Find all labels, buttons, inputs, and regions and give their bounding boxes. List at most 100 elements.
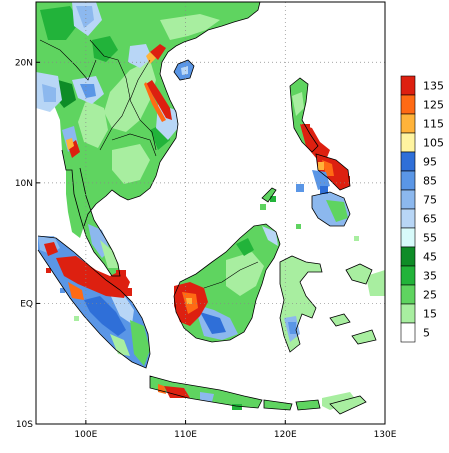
mainland-blue-patch	[128, 44, 152, 68]
north-vietnam-orange	[146, 52, 156, 64]
mainland-blue-patch	[76, 6, 94, 28]
mainland-southeast-asia	[36, 2, 260, 238]
colorbar-label: 45	[423, 251, 437, 264]
borneo-light	[226, 252, 264, 296]
moluccas	[346, 264, 372, 284]
sumatra-green	[130, 320, 150, 366]
colorbar-label: 25	[423, 289, 437, 302]
lon-tick-label: 100E	[74, 430, 97, 440]
sumatra-light	[108, 290, 134, 324]
colorbar: 135 125 115 105 95 85 75 65 55 45 35 25 15 5	[400, 75, 444, 343]
sumatra-coast	[37, 235, 151, 369]
sumatra-green	[110, 334, 130, 356]
borneo-deep-blue	[200, 312, 226, 334]
sunda-coast	[263, 399, 293, 411]
colorbar-swatch	[400, 208, 416, 229]
sunda-island	[264, 400, 292, 410]
malay-peninsula	[72, 168, 120, 276]
sumatra-red-cell	[124, 288, 132, 296]
lon-tick-label: 130E	[374, 430, 397, 440]
plot-frame	[35, 1, 386, 425]
colorbar-label: 75	[423, 194, 437, 207]
border-line	[129, 59, 157, 151]
luzon-coast	[289, 77, 319, 153]
peninsula-light	[100, 240, 118, 268]
colorbar-label: 125	[423, 99, 444, 112]
lat-tick-label: 20N	[15, 58, 33, 68]
colorbar-swatch	[400, 303, 416, 324]
borneo	[174, 224, 280, 342]
sumatra-red-cell	[110, 282, 118, 292]
timor-coast	[329, 395, 367, 415]
mainland-coast	[83, 1, 261, 227]
colorbar-swatch	[400, 284, 416, 305]
palawan	[262, 188, 276, 202]
moluccas-coast	[329, 313, 351, 327]
lon-tick-label: 120E	[274, 430, 297, 440]
visayas-blue	[312, 170, 330, 190]
vietnam-orange-band	[144, 82, 166, 122]
sunda-island	[322, 392, 356, 410]
colorbar-swatch	[400, 170, 416, 191]
sulawesi-deep-blue	[288, 322, 296, 334]
colorbar-swatch	[400, 246, 416, 267]
sumatra-deep-blue	[84, 296, 126, 336]
mainland-light-patch	[78, 100, 108, 148]
scattered-cells	[46, 196, 359, 410]
sumatra	[38, 236, 150, 368]
sunda-coast	[295, 399, 321, 411]
ph-red-cell	[302, 124, 310, 132]
mindanao-coast	[311, 191, 351, 227]
colorbar-label: 95	[423, 156, 437, 169]
moluccas-coast	[345, 263, 373, 285]
colorbar-swatch	[400, 227, 416, 248]
colorbar-swatch	[400, 132, 416, 153]
new-guinea-edge	[366, 270, 385, 296]
ph-blue-cell	[320, 186, 328, 194]
mainland-blue-patch	[80, 84, 96, 98]
border-line	[111, 133, 157, 157]
colorbar-swatch	[400, 75, 416, 96]
sunda-island	[296, 400, 320, 410]
sumatra-red-cell	[116, 270, 126, 282]
moluccas	[352, 330, 376, 344]
sumatra-north-red	[44, 242, 58, 256]
lon-tick-label: 110E	[174, 430, 197, 440]
moluccas-coast	[351, 329, 377, 345]
hainan-inner	[181, 66, 188, 75]
cell	[232, 404, 242, 410]
colorbar-label: 105	[423, 137, 444, 150]
cambodia-orange	[66, 138, 74, 150]
sulawesi-coast	[279, 255, 323, 353]
ph-blue-cell	[296, 184, 304, 192]
colorbar-swatch	[400, 189, 416, 210]
borneo-blue-coast	[262, 226, 278, 246]
mainland-light-patch	[104, 60, 156, 132]
lat-tick-label: EQ	[20, 299, 33, 309]
visayas-coast	[315, 153, 351, 191]
moluccas	[330, 314, 350, 326]
sulawesi	[280, 256, 385, 352]
colorbar-swatch	[400, 265, 416, 286]
mindanao-green	[326, 200, 348, 222]
colorbar-swatch	[400, 322, 416, 343]
colorbar-label: 15	[423, 308, 437, 321]
colorbar-label: 55	[423, 232, 437, 245]
vietnam-red-band	[146, 80, 172, 120]
colorbar-swatch	[400, 94, 416, 115]
lat-tick-label: 10N	[15, 179, 33, 189]
java	[150, 376, 366, 414]
cell	[60, 288, 65, 293]
borneo-coast	[173, 223, 281, 343]
borneo-border	[203, 261, 259, 289]
timor	[330, 396, 366, 414]
java-red	[164, 386, 190, 398]
ph-red-cell	[340, 176, 350, 186]
mainland-fill	[36, 2, 260, 238]
colorbar-label: 5	[423, 327, 430, 340]
gulf-thailand-coast	[61, 149, 121, 277]
mainland-blue-patch	[42, 84, 56, 102]
mainland-light-patch	[112, 144, 150, 184]
border-line	[89, 39, 131, 151]
